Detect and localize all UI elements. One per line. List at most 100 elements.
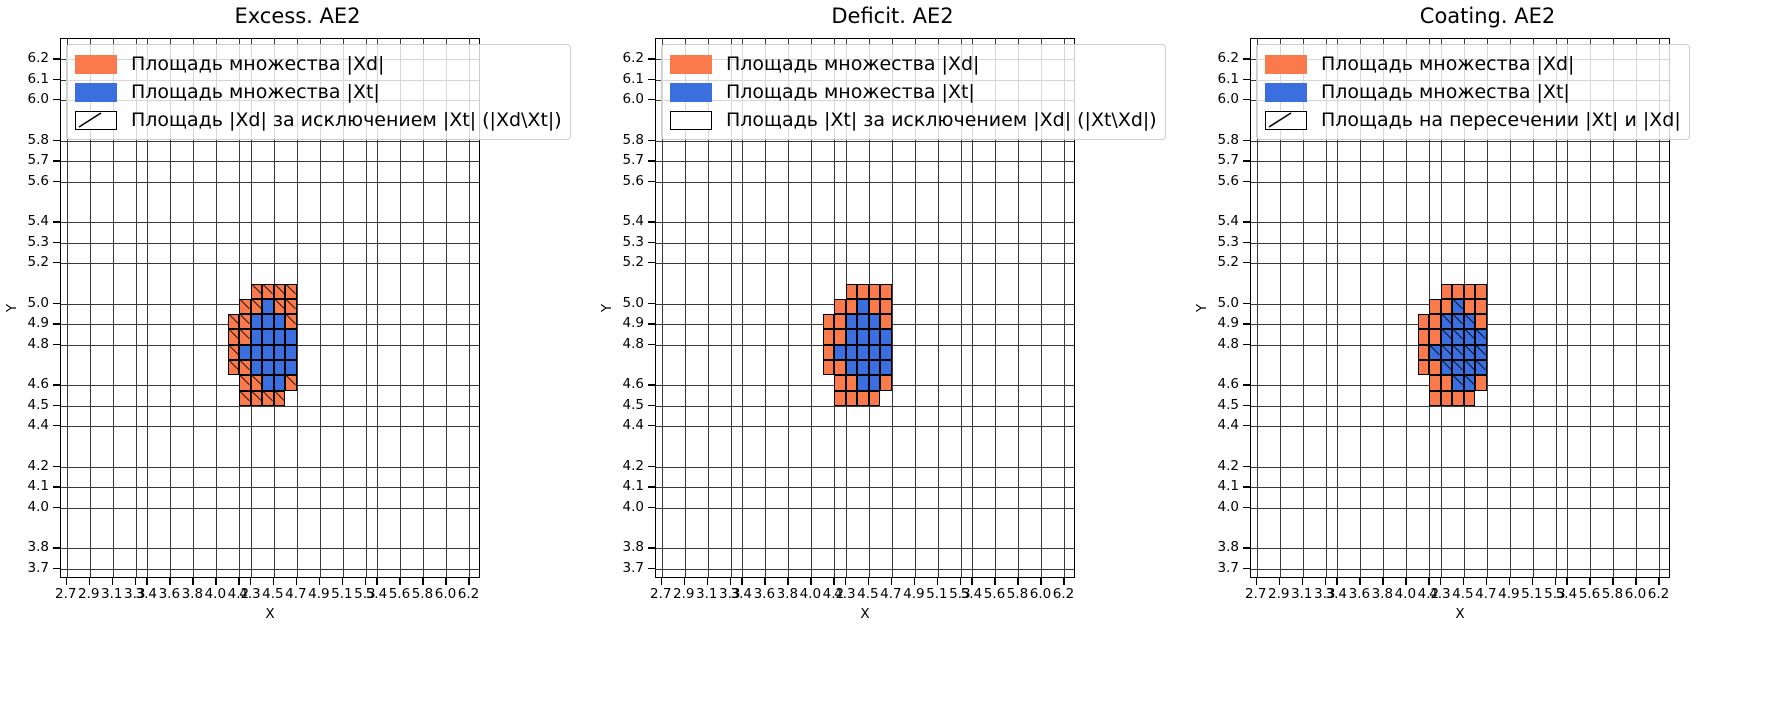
y-tick-mark bbox=[648, 343, 655, 345]
grid-cell bbox=[845, 298, 858, 315]
grid-cell bbox=[273, 344, 286, 360]
y-tick-label: 5.2 bbox=[622, 254, 644, 271]
x-tick-mark bbox=[341, 578, 344, 585]
y-tick-mark bbox=[648, 567, 655, 570]
y-tick-mark bbox=[648, 99, 655, 101]
grid-cell bbox=[868, 375, 881, 391]
y-tick-label: 6.1 bbox=[27, 70, 49, 87]
grid-cell bbox=[250, 390, 263, 406]
grid-cell bbox=[880, 298, 892, 315]
y-tick-mark bbox=[53, 465, 60, 468]
grid-cell bbox=[250, 298, 263, 315]
x-tick-label: 3.1 bbox=[101, 586, 123, 602]
grid-cell bbox=[285, 283, 297, 299]
legend-item[interactable]: Площадь множества |Xt| bbox=[75, 79, 562, 105]
x-tick-label: 3.8 bbox=[1371, 586, 1394, 602]
y-tick-label: 6.1 bbox=[622, 70, 644, 87]
y-tick-mark bbox=[53, 78, 60, 81]
y-tick-mark bbox=[1243, 547, 1250, 549]
y-tick-label: 3.8 bbox=[27, 539, 49, 556]
x-tick-label: 4.7 bbox=[1475, 586, 1497, 602]
grid-cell bbox=[857, 375, 869, 391]
grid-cell bbox=[868, 390, 881, 406]
y-axis-label: Y bbox=[599, 303, 616, 313]
grid-cell bbox=[822, 344, 835, 360]
legend-item[interactable]: Площадь на пересечении |Xt| и |Xd| bbox=[1265, 107, 1681, 133]
x-tick-label: 3.3 bbox=[1314, 586, 1336, 602]
grid-cell bbox=[1429, 344, 1441, 360]
grid-cell bbox=[834, 359, 846, 376]
legend-item[interactable]: Площадь множества |Xt| bbox=[1265, 79, 1681, 105]
grid-cell bbox=[273, 329, 286, 345]
legend-item[interactable]: Площадь множества |Xd| bbox=[1265, 51, 1681, 77]
y-axis-label: Y bbox=[1194, 303, 1211, 313]
grid-cell bbox=[1452, 344, 1464, 360]
grid-cell bbox=[1475, 314, 1487, 330]
x-tick-label: 4.0 bbox=[1394, 586, 1417, 602]
legend[interactable]: Площадь множества |Xd| Площадь множества … bbox=[661, 44, 1166, 140]
y-tick-label: 5.4 bbox=[622, 213, 644, 230]
grid-cell bbox=[845, 314, 858, 330]
y-tick-label: 6.0 bbox=[622, 91, 644, 108]
grid-cell bbox=[285, 344, 297, 360]
x-tick-mark bbox=[1278, 578, 1281, 585]
grid-cell bbox=[880, 329, 892, 345]
x-tick-label: 5.1 bbox=[331, 586, 353, 602]
grid-cell bbox=[1452, 298, 1464, 315]
grid-cell bbox=[1463, 390, 1476, 406]
legend-item[interactable]: Площадь множества |Xt| bbox=[670, 79, 1157, 105]
x-tick-label: 5.4 bbox=[1555, 586, 1578, 602]
legend-item[interactable]: Площадь |Xt| за исключением |Xd| (|Xt\Xd… bbox=[670, 107, 1157, 133]
grid-cell bbox=[285, 375, 297, 391]
y-tick-mark bbox=[648, 506, 655, 508]
legend[interactable]: Площадь множества |Xd| Площадь множества … bbox=[1256, 44, 1690, 140]
grid-cell bbox=[273, 298, 286, 315]
grid-cell bbox=[1452, 283, 1464, 299]
x-tick-mark bbox=[238, 578, 240, 585]
y-tick-label: 4.2 bbox=[622, 457, 644, 474]
legend-item[interactable]: Площадь |Xd| за исключением |Xt| (|Xd\Xt… bbox=[75, 107, 562, 133]
x-tick-mark bbox=[660, 578, 663, 585]
grid-cell bbox=[227, 314, 240, 330]
legend[interactable]: Площадь множества |Xd| Площадь множества … bbox=[66, 44, 571, 140]
y-tick-label: 4.0 bbox=[622, 498, 644, 515]
y-tick-mark bbox=[1243, 323, 1250, 325]
x-tick-mark bbox=[376, 578, 378, 585]
grid-cell bbox=[239, 329, 251, 345]
y-tick-label: 5.7 bbox=[27, 152, 49, 169]
x-tick-label: 3.3 bbox=[719, 586, 741, 602]
y-tick-label: 3.7 bbox=[1217, 559, 1239, 576]
grid-cell bbox=[868, 359, 881, 376]
grid-cell bbox=[1475, 375, 1487, 391]
y-tick-mark bbox=[53, 160, 60, 162]
y-tick-label: 5.6 bbox=[622, 172, 644, 189]
legend-item[interactable]: Площадь множества |Xd| bbox=[75, 51, 562, 77]
grid-cell bbox=[1429, 359, 1441, 376]
grid-cell bbox=[1463, 298, 1476, 315]
y-tick-mark bbox=[648, 221, 655, 223]
y-tick-mark bbox=[1243, 180, 1250, 182]
panel-3: Coating. AE2 3.7 3.8 4.0 4.1 4.2 4.4 4.5 4.6 4.8 4… bbox=[1190, 0, 1785, 709]
y-tick-mark bbox=[648, 486, 655, 488]
y-tick-label: 4.9 bbox=[27, 315, 49, 332]
y-axis-label: Y bbox=[4, 303, 21, 313]
x-tick-mark bbox=[399, 578, 401, 585]
y-tick-mark bbox=[53, 302, 60, 305]
grid-cell bbox=[880, 283, 892, 299]
y-tick-mark bbox=[1243, 302, 1250, 305]
grid-cell bbox=[822, 329, 835, 345]
x-tick-label: 4.3 bbox=[239, 586, 261, 602]
y-tick-label: 4.5 bbox=[622, 396, 644, 413]
x-tick-label: 4.0 bbox=[799, 586, 822, 602]
x-tick-label: 5.1 bbox=[1521, 586, 1543, 602]
y-tick-mark bbox=[53, 58, 60, 60]
x-tick-mark bbox=[1301, 578, 1304, 585]
x-tick-mark bbox=[1017, 578, 1019, 585]
grid-cell bbox=[262, 283, 274, 299]
legend-item[interactable]: Площадь множества |Xd| bbox=[670, 51, 1157, 77]
legend-label: Площадь на пересечении |Xt| и |Xd| bbox=[1321, 108, 1681, 131]
legend-label: Площадь множества |Xt| bbox=[131, 80, 380, 103]
y-tick-label: 6.0 bbox=[1217, 91, 1239, 108]
grid-cell bbox=[1475, 298, 1487, 315]
